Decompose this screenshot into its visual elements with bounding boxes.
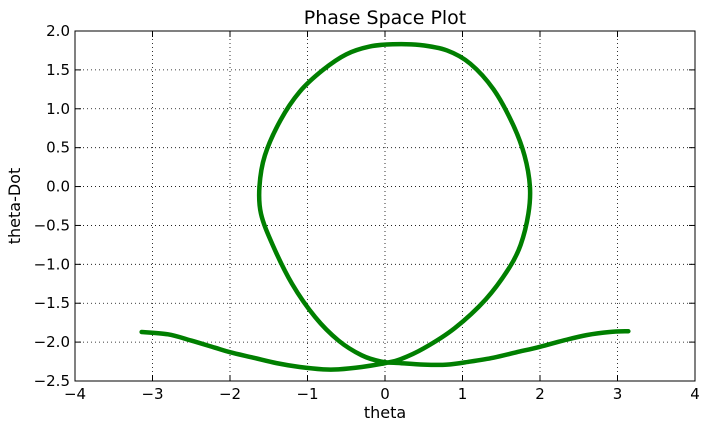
y-tick-label: −0.5	[34, 216, 70, 234]
y-tick-label: 1.0	[46, 100, 70, 118]
x-tick-label: 0	[380, 385, 390, 403]
x-tick-label: 3	[613, 385, 623, 403]
y-tick-label: −2.5	[34, 372, 70, 390]
chart-title: Phase Space Plot	[304, 7, 467, 29]
x-tick-label: 1	[458, 385, 468, 403]
phase-trajectory-line	[139, 41, 631, 372]
grid-lines	[74, 30, 696, 382]
y-tick-label: −2.0	[34, 333, 70, 351]
y-tick-label: 0.0	[46, 178, 70, 196]
x-tick-label: −3	[141, 385, 163, 403]
y-tick-label: 1.5	[46, 61, 70, 79]
y-tick-label: 0.5	[46, 139, 70, 157]
x-tick-label: −1	[296, 385, 318, 403]
y-tick-label: 2.0	[46, 22, 70, 40]
tick-layer: −4 −3 −2 −1 0 1 2 3 4 −2.5 −2.0 −1.5 −1.0 −0.5 0.0 0.5 1…	[34, 22, 700, 403]
y-axis-label: theta-Dot	[5, 168, 24, 245]
x-tick-label: 4	[690, 385, 700, 403]
x-tick-label: −4	[64, 385, 86, 403]
series-layer	[139, 41, 631, 372]
x-tick-label: −2	[219, 385, 241, 403]
y-tick-label: −1.5	[34, 294, 70, 312]
x-axis-label: theta	[364, 403, 406, 422]
y-tick-label: −1.0	[34, 255, 70, 273]
x-tick-label: 2	[535, 385, 545, 403]
